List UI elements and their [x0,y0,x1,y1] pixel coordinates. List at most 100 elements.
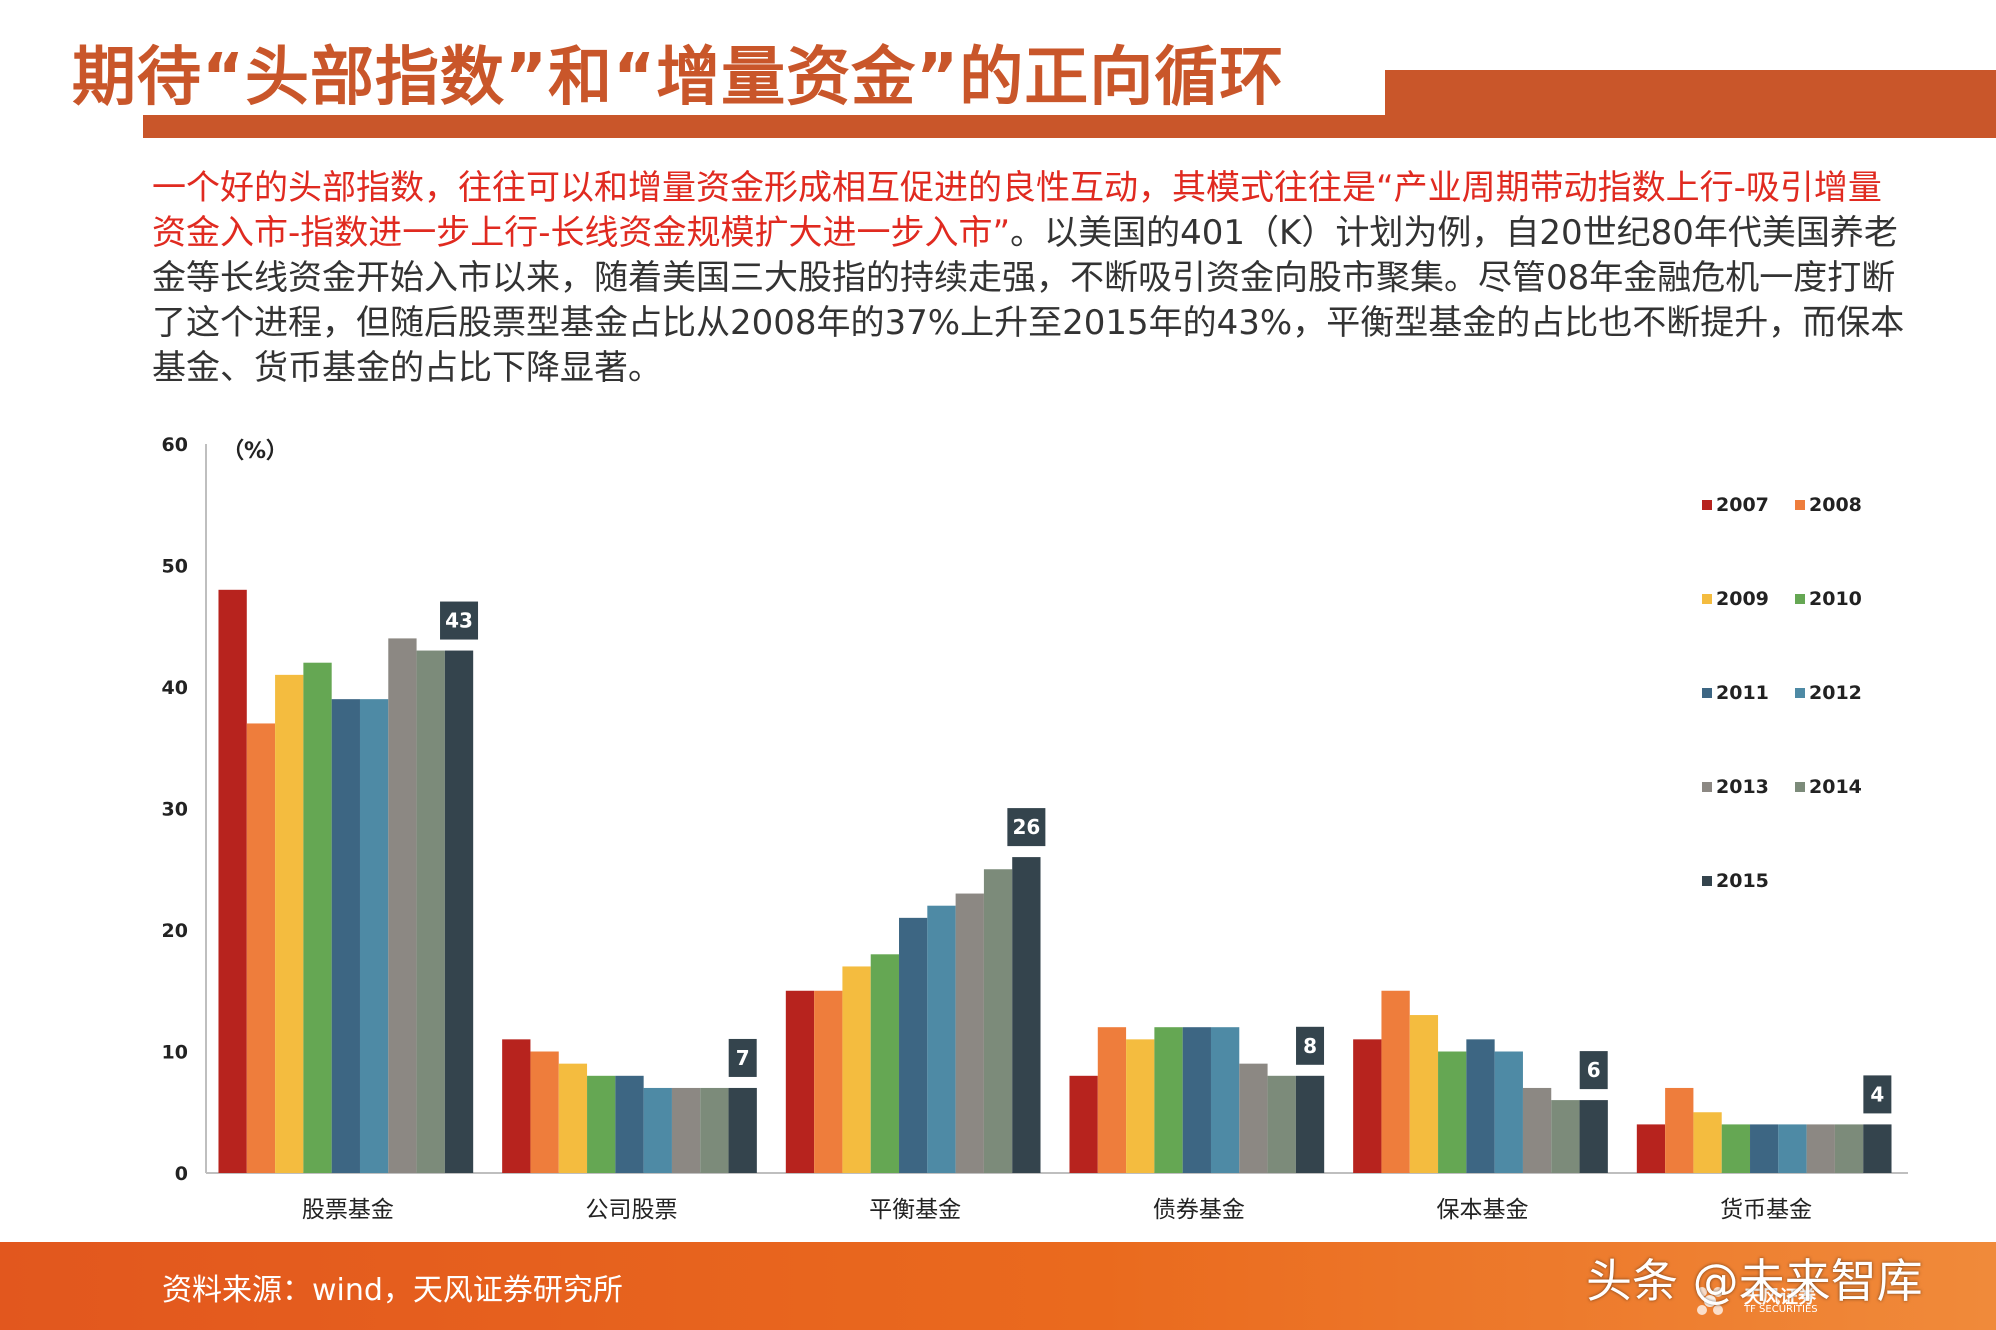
bar-2007-0 [218,589,247,1173]
y-tick-label: 50 [162,556,188,578]
legend-label-2009: 2009 [1716,588,1769,610]
legend-swatch-2014 [1795,782,1805,792]
bar-2009-4 [1409,1015,1439,1173]
bar-2013-5 [1806,1124,1835,1173]
footer-bar [0,1242,1996,1330]
y-tick-label: 20 [162,920,188,942]
bar-2007-5 [1636,1124,1666,1173]
bar-2010-0 [303,662,332,1173]
bar-2012-1 [643,1087,672,1173]
legend-swatch-2009 [1702,594,1712,604]
legend-swatch-2013 [1702,782,1712,792]
data-label: 7 [736,1046,750,1070]
x-category-label: 保本基金 [1437,1197,1529,1223]
tf-securities-logo-icon [1697,1287,1723,1315]
bar-2007-3 [1069,1075,1098,1173]
logo-text: 天风证券 [1744,1287,1816,1308]
legend-label-2011: 2011 [1716,682,1769,704]
legend-label-2007: 2007 [1716,494,1769,516]
y-tick-label: 60 [162,434,188,456]
bar-2007-4 [1353,1039,1382,1173]
legend-swatch-2015 [1702,876,1712,886]
data-label-box [1579,1051,1608,1090]
logo-subtext: TF SECURITIES [1744,1304,1818,1315]
data-label: 6 [1587,1058,1601,1082]
title-background [60,22,1385,115]
legend-swatch-2011 [1702,688,1712,698]
intro-highlight: 一个好的头部指数，往往可以和增量资金形成相互促进的良性互动，其模式往往是“产业周… [152,168,1882,253]
bar-2011-2 [899,917,928,1173]
bar-2009-0 [275,674,304,1173]
bar-2014-2 [983,869,1013,1173]
intro-paragraph: 一个好的头部指数，往往可以和增量资金形成相互促进的良性互动，其模式往往是“产业周… [152,166,1912,391]
bar-2015-3 [1295,1075,1325,1173]
bar-2010-4 [1438,1051,1467,1173]
bar-2012-2 [927,905,956,1173]
data-label: 8 [1303,1034,1317,1058]
data-label-box [1296,1026,1325,1065]
legend-label-2015: 2015 [1716,870,1769,892]
bar-2009-1 [558,1063,588,1173]
bar-2011-5 [1750,1124,1779,1173]
data-label-box [728,1038,757,1077]
bar-2014-0 [416,650,445,1173]
x-category-label: 货币基金 [1720,1197,1812,1223]
legend-label-2014: 2014 [1809,776,1862,798]
unit-label: （%） [222,439,288,464]
bar-2014-4 [1551,1100,1580,1173]
bar-2010-5 [1721,1124,1751,1173]
bar-2010-1 [587,1075,616,1173]
x-category-label: 公司股票 [586,1197,678,1223]
x-category-label: 股票基金 [302,1197,394,1223]
bar-2007-2 [785,990,815,1173]
bar-2011-0 [331,699,360,1173]
bar-2008-5 [1665,1087,1694,1173]
bar-2015-0 [444,650,474,1173]
bar-2013-0 [388,638,417,1173]
bar-2015-5 [1863,1124,1892,1173]
bar-2015-1 [728,1087,757,1173]
bar-2012-4 [1494,1051,1523,1173]
bar-2014-5 [1834,1124,1864,1173]
bar-2009-5 [1693,1112,1722,1173]
bar-2015-4 [1579,1100,1608,1173]
legend-swatch-2012 [1795,688,1805,698]
data-label: 43 [445,609,473,633]
bar-2013-4 [1522,1087,1552,1173]
bar-2013-2 [955,893,984,1173]
bar-2015-2 [1012,857,1041,1173]
legend-label-2013: 2013 [1716,776,1769,798]
bar-2012-3 [1210,1027,1240,1173]
bar-2014-1 [700,1087,729,1173]
bar-2013-3 [1239,1063,1268,1173]
y-tick-label: 10 [162,1042,188,1064]
data-label-box [440,601,479,640]
x-category-label: 平衡基金 [869,1197,961,1223]
y-tick-label: 40 [162,677,188,699]
data-label-box [1863,1075,1892,1114]
fund-share-bar-chart: 0 10 20 30 40 50 60 （%） 43 股票基金 7 公司股票 26 平衡基金 8 债券基金 6 保… [162,434,1908,1223]
bar-2014-3 [1267,1075,1296,1173]
y-tick-label: 0 [175,1163,188,1185]
bar-2011-3 [1182,1027,1211,1173]
intro-rest: 。以美国的401（K）计划为例，自20世纪80年代美国养老金等长线资金开始入市以… [152,213,1905,388]
y-tick-label: 30 [162,799,188,821]
legend-label-2012: 2012 [1809,682,1862,704]
bar-2008-0 [246,723,276,1173]
bar-2007-1 [502,1039,531,1173]
bar-2008-1 [530,1051,559,1173]
title-accent-block [1385,70,1996,138]
legend-swatch-2010 [1795,594,1805,604]
bar-2012-5 [1778,1124,1807,1173]
legend-label-2010: 2010 [1809,588,1862,610]
data-label: 26 [1012,815,1040,839]
data-label-box [1007,808,1046,847]
bar-2011-4 [1466,1039,1495,1173]
bar-2008-2 [814,990,843,1173]
bar-2009-2 [842,966,871,1173]
source-note: 资料来源：wind，天风证券研究所 [162,1273,623,1308]
bar-2011-1 [615,1075,644,1173]
data-label: 4 [1870,1082,1884,1106]
legend-swatch-2007 [1702,500,1712,510]
x-category-label: 债券基金 [1153,1197,1245,1223]
